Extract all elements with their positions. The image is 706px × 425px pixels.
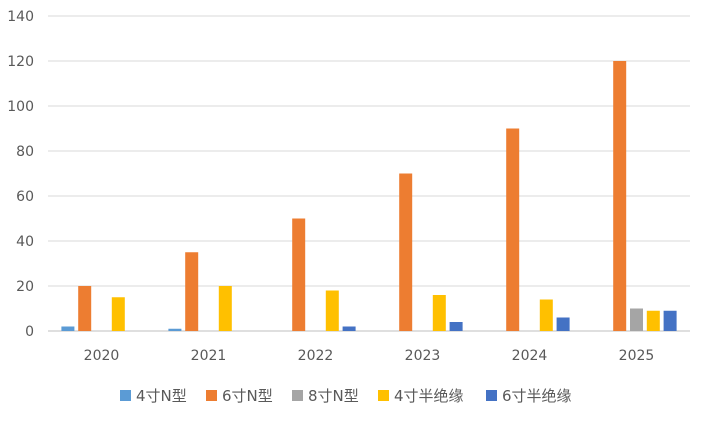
legend-swatch [120,390,131,401]
legend-swatch [378,390,389,401]
bar [630,308,643,331]
bar [168,328,182,331]
bar [185,252,199,331]
grid-lines [48,15,690,332]
x-tick-label: 2024 [512,348,548,364]
bar [399,173,413,331]
legend: 4寸N型 6寸N型 8寸N型 4寸半绝缘 6寸半绝缘 [120,387,572,405]
bar [646,310,660,331]
bar [61,326,75,331]
legend-swatch [292,390,303,401]
legend-label: 4寸N型 [136,387,187,405]
x-tick-label: 2022 [298,348,334,364]
legend-swatch [206,390,217,401]
x-axis-ticks: 2020 2021 2022 2023 2024 2025 [84,348,655,364]
y-tick-label: 100 [7,99,34,115]
bar [663,310,677,331]
legend-label: 4寸半绝缘 [394,387,464,405]
bar [556,317,570,331]
bar [342,326,356,331]
y-tick-label: 40 [16,234,34,250]
legend-swatch [486,390,497,401]
y-tick-label: 80 [16,144,34,160]
legend-label: 8寸N型 [308,387,359,405]
y-axis-ticks: 0 20 40 60 80 100 120 140 [7,9,34,340]
bar [292,218,306,331]
y-tick-label: 60 [16,189,34,205]
x-tick-label: 2023 [405,348,441,364]
y-tick-label: 140 [7,9,34,25]
bar [218,286,232,331]
x-tick-label: 2021 [191,348,227,364]
x-tick-label: 2025 [619,348,655,364]
y-tick-label: 0 [25,324,34,340]
bar [78,286,92,331]
bar [432,295,446,331]
y-tick-label: 20 [16,279,34,295]
y-tick-label: 120 [7,54,34,70]
bar [325,290,339,331]
bar [111,297,125,331]
bars [61,61,677,331]
x-tick-label: 2020 [84,348,120,364]
bar [613,61,627,331]
bar [449,322,463,331]
bar [506,128,520,331]
legend-label: 6寸半绝缘 [502,387,572,405]
bar [539,299,553,331]
legend-label: 6寸N型 [222,387,273,405]
